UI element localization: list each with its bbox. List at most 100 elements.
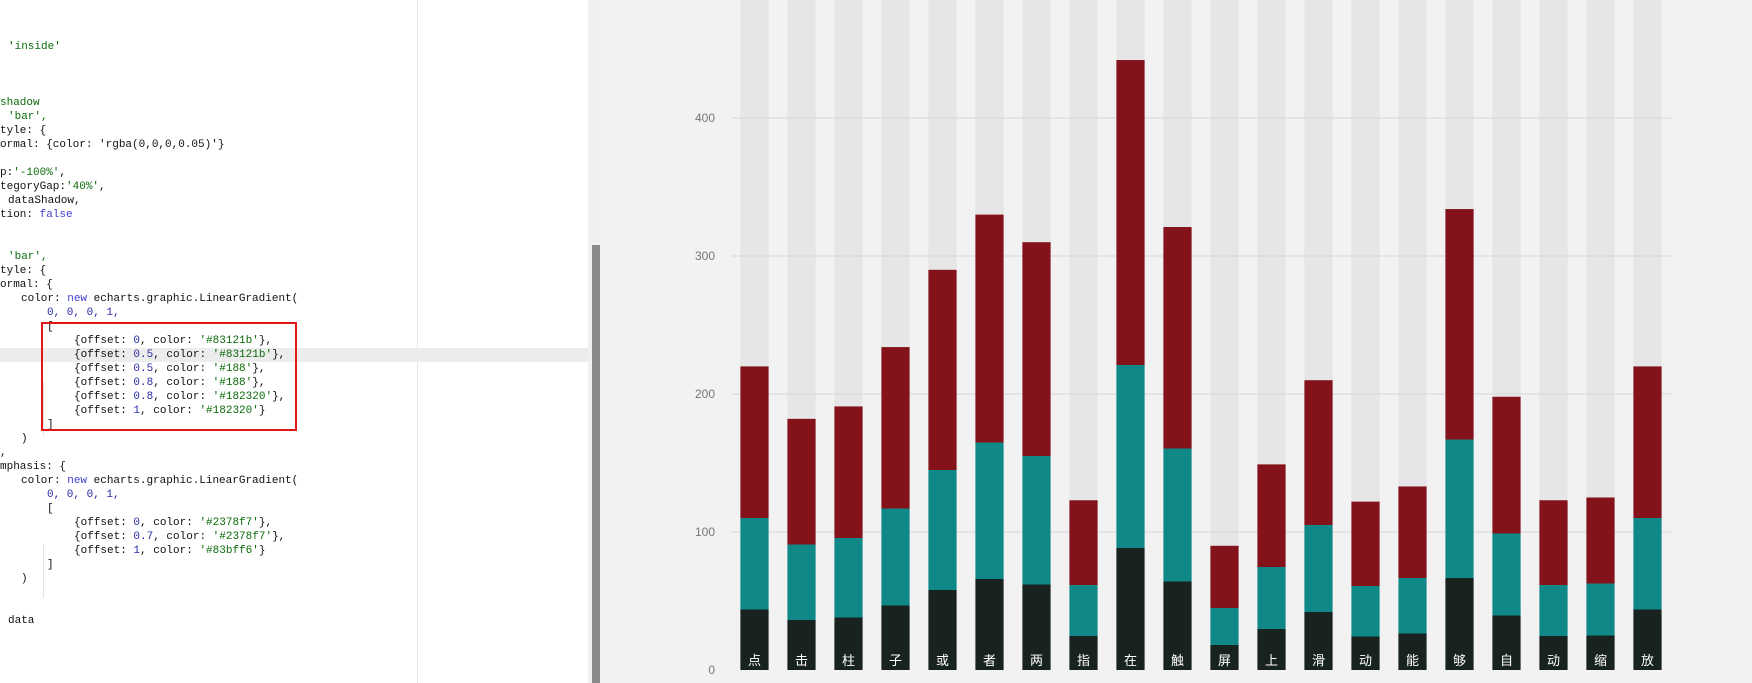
code-token: echarts.graphic.LinearGradient(: [87, 293, 299, 305]
bar[interactable]: [1210, 545, 1239, 670]
bar-category-label: 屏: [1218, 654, 1231, 669]
code-line[interactable]: ,: [0, 446, 588, 460]
code-line[interactable]: dataShadow,: [0, 194, 588, 208]
code-line[interactable]: {offset: 0, color: '#2378f7'},: [0, 516, 588, 530]
code-token: },: [252, 363, 266, 375]
code-token: '#83121b': [212, 349, 273, 361]
code-line[interactable]: 'bar',: [0, 110, 588, 124]
code-token: dataShadow,: [8, 195, 81, 207]
bar[interactable]: [1069, 500, 1098, 670]
code-line[interactable]: color: new echarts.graphic.LinearGradien…: [0, 474, 588, 488]
code-token: , color:: [153, 349, 213, 361]
bar-category-label: 在: [1124, 654, 1137, 669]
code-token: {offset:: [74, 517, 134, 529]
bar-category-label: 击: [795, 654, 808, 669]
code-line[interactable]: ormal: {: [0, 278, 588, 292]
code-line[interactable]: [0, 628, 588, 642]
bar-category-label: 动: [1359, 654, 1372, 669]
code-line[interactable]: [0, 222, 588, 236]
code-line[interactable]: {offset: 0.7, color: '#2378f7'},: [0, 530, 588, 544]
code-line[interactable]: ]: [0, 418, 588, 432]
code-token: data: [8, 615, 35, 627]
code-token: tyle: {: [0, 125, 47, 137]
code-line[interactable]: {offset: 1, color: '#182320'}: [0, 404, 588, 418]
code-line[interactable]: ): [0, 432, 588, 446]
indent-guide: [43, 544, 44, 598]
code-line[interactable]: tyle: {: [0, 124, 588, 138]
bar[interactable]: [1351, 501, 1380, 670]
code-line[interactable]: 'inside': [0, 40, 588, 54]
code-token: , color:: [153, 363, 213, 375]
bar[interactable]: [1586, 497, 1615, 671]
code-line[interactable]: mphasis: {: [0, 460, 588, 474]
code-line[interactable]: 'bar',: [0, 250, 588, 264]
y-tick-label: 0: [708, 663, 715, 677]
bar[interactable]: [1163, 227, 1192, 670]
code-line[interactable]: [: [0, 502, 588, 516]
code-line[interactable]: {offset: 0.5, color: '#83121b'},: [0, 348, 588, 362]
code-token: }: [258, 405, 266, 417]
code-line[interactable]: [0, 642, 588, 656]
code-line[interactable]: 0, 0, 0, 1,: [0, 306, 588, 320]
editor-scrollbar-thumb[interactable]: [592, 245, 600, 683]
bar[interactable]: [1116, 60, 1145, 671]
bar-category-label: 自: [1500, 654, 1513, 669]
code-line[interactable]: {offset: 0.8, color: '#182320'},: [0, 390, 588, 404]
code-line[interactable]: [0, 68, 588, 82]
code-line[interactable]: shadow: [0, 96, 588, 110]
code-token: ]: [47, 559, 54, 571]
code-token: '#83121b': [199, 335, 259, 347]
code-token: '-100%': [13, 167, 60, 179]
code-token: , color:: [140, 405, 200, 417]
code-editor[interactable]: 'inside' shadow'bar', tyle: {ormal: {color…: [0, 0, 588, 683]
code-line[interactable]: [0, 586, 588, 600]
bar[interactable]: [881, 347, 910, 670]
bar[interactable]: [740, 366, 769, 670]
code-line[interactable]: [0, 82, 588, 96]
code-line[interactable]: ]: [0, 558, 588, 572]
bar[interactable]: [1633, 366, 1662, 670]
code-line[interactable]: data: [0, 614, 588, 628]
bar-category-label: 放: [1641, 654, 1654, 669]
code-line[interactable]: p:'-100%',: [0, 166, 588, 180]
y-tick-label: 200: [695, 387, 715, 401]
code-line[interactable]: color: new echarts.graphic.LinearGradien…: [0, 292, 588, 306]
bar[interactable]: [975, 214, 1004, 670]
bar-category-label: 缩: [1594, 653, 1607, 669]
bar[interactable]: [1257, 464, 1286, 670]
code-token: tegoryGap:: [0, 181, 67, 193]
bar[interactable]: [1445, 209, 1474, 670]
bar[interactable]: [1492, 396, 1521, 670]
code-token: tion:: [0, 209, 40, 221]
code-line[interactable]: [0, 54, 588, 68]
code-line[interactable]: 0, 0, 0, 1,: [0, 488, 588, 502]
code-line[interactable]: {offset: 0, color: '#83121b'},: [0, 334, 588, 348]
code-line[interactable]: [0, 656, 588, 670]
bar[interactable]: [787, 418, 816, 670]
chart-panel: 0 100 200 300 400 点 击 柱 子 或 者 两 指 在 触 屏 上 滑 动 能 够 自 动 缩 放: [601, 0, 1752, 683]
code-line[interactable]: [0, 152, 588, 166]
code-line[interactable]: tyle: {: [0, 264, 588, 278]
bar[interactable]: [834, 406, 863, 670]
bar[interactable]: [928, 269, 957, 670]
stacked-bar-chart[interactable]: 0 100 200 300 400 点 击 柱 子 或 者 两 指 在 触 屏 上 滑 动 能 够 自 动 缩 放: [601, 0, 1752, 683]
code-line[interactable]: [: [0, 320, 588, 334]
code-line[interactable]: tegoryGap:'40%',: [0, 180, 588, 194]
bar[interactable]: [1304, 380, 1333, 670]
code-line[interactable]: [0, 600, 588, 614]
code-line[interactable]: {offset: 0.5, color: '#188'},: [0, 362, 588, 376]
y-tick-label: 400: [695, 111, 715, 125]
code-token: ,: [99, 181, 106, 193]
bar-category-label: 够: [1453, 654, 1466, 669]
code-line[interactable]: [0, 236, 588, 250]
bar[interactable]: [1539, 500, 1568, 670]
code-token: '#182320': [212, 391, 273, 403]
bar[interactable]: [1398, 486, 1427, 670]
code-line[interactable]: ormal: {color: 'rgba(0,0,0,0.05)'}: [0, 138, 588, 152]
code-line[interactable]: tion: false: [0, 208, 588, 222]
code-line[interactable]: ): [0, 572, 588, 586]
bar[interactable]: [1022, 242, 1051, 670]
code-line[interactable]: {offset: 1, color: '#83bff6'}: [0, 544, 588, 558]
code-line[interactable]: {offset: 0.8, color: '#188'},: [0, 376, 588, 390]
code-lines[interactable]: 'inside' shadow'bar', tyle: {ormal: {color…: [0, 40, 588, 670]
